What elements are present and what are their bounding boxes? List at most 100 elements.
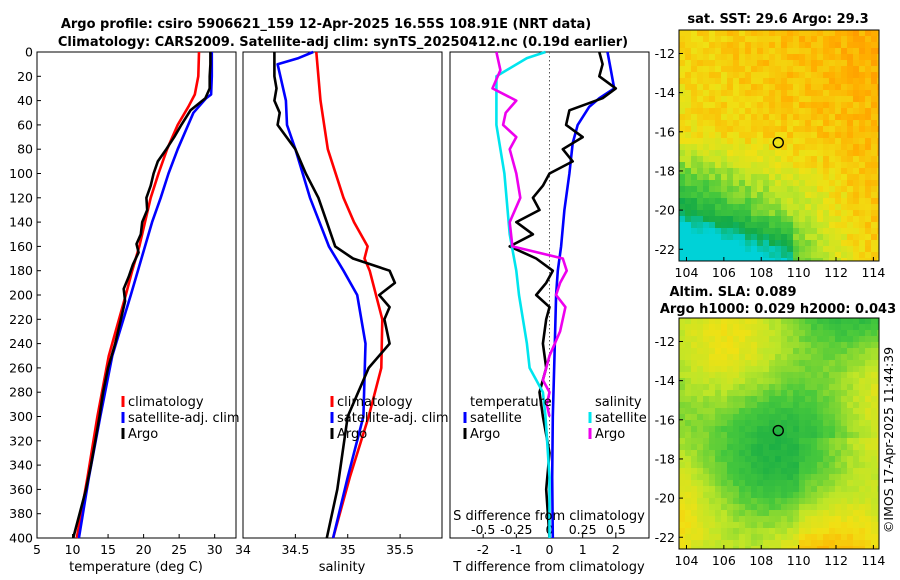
m1-cell	[799, 132, 805, 138]
m2-cell	[679, 420, 685, 426]
m1-cell	[715, 216, 721, 222]
m2-cell	[817, 378, 823, 384]
m2-cell	[787, 348, 793, 354]
m2-cell	[823, 546, 829, 549]
m1-cell	[691, 186, 697, 192]
figure-title-line1: Argo profile: csiro 5906621_159 12-Apr-2…	[61, 17, 591, 32]
m2-cell	[835, 540, 841, 546]
m2-cell	[841, 360, 847, 366]
m2-cell	[853, 348, 859, 354]
m1-cell	[835, 126, 841, 132]
m1-cell	[727, 240, 733, 246]
m1-cell	[871, 108, 877, 114]
m2-cell	[697, 474, 703, 480]
m2-cell	[781, 474, 787, 480]
m2-cell	[709, 372, 715, 378]
m1-cell	[691, 156, 697, 162]
m1-cell	[859, 78, 865, 84]
m1-cell	[715, 108, 721, 114]
m2-cell	[817, 366, 823, 372]
m1-cell	[817, 144, 823, 150]
m1-cell	[733, 42, 739, 48]
m2-cell	[721, 396, 727, 402]
m1-cell	[841, 150, 847, 156]
m2-cell	[757, 540, 763, 546]
m2-cell	[847, 546, 853, 549]
m2-cell	[697, 420, 703, 426]
m1-cell	[817, 156, 823, 162]
m2-cell	[733, 438, 739, 444]
m2-cell	[691, 342, 697, 348]
m1-cell	[769, 72, 775, 78]
m1-cell	[679, 240, 685, 246]
m1-cell	[805, 222, 811, 228]
m1-cell	[715, 102, 721, 108]
m1-cell	[739, 246, 745, 252]
m1-cell	[799, 72, 805, 78]
m2-cell	[829, 426, 835, 432]
m1-cell	[823, 144, 829, 150]
m1-cell	[769, 126, 775, 132]
m2-cell	[805, 402, 811, 408]
m1-cell	[853, 36, 859, 42]
m1-cell	[811, 144, 817, 150]
m1-cell	[829, 198, 835, 204]
m1-cell	[793, 228, 799, 234]
m2-cell	[823, 540, 829, 546]
m2-cell	[697, 402, 703, 408]
m1-cell	[853, 126, 859, 132]
m1-cell	[817, 102, 823, 108]
m2-cell	[745, 396, 751, 402]
m1-cell	[823, 90, 829, 96]
m1-cell	[841, 246, 847, 252]
m2-cell	[691, 480, 697, 486]
m2-cell	[751, 420, 757, 426]
m1-cell	[775, 114, 781, 120]
m1-cell	[757, 84, 763, 90]
m2-cell	[775, 468, 781, 474]
m1-cell	[685, 216, 691, 222]
m1-cell	[781, 48, 787, 54]
m2-cell	[811, 420, 817, 426]
m2-cell	[769, 450, 775, 456]
m1-cell	[733, 48, 739, 54]
m1-cell	[751, 204, 757, 210]
m1-cell	[793, 186, 799, 192]
m1-lon-label: 112	[824, 265, 848, 280]
m2-cell	[763, 486, 769, 492]
m2-cell	[721, 456, 727, 462]
m2-cell	[733, 390, 739, 396]
m2-cell	[757, 438, 763, 444]
m2-cell	[829, 510, 835, 516]
m2-cell	[829, 480, 835, 486]
m1-cell	[763, 162, 769, 168]
m1-cell	[775, 228, 781, 234]
m1-cell	[739, 258, 745, 261]
m2-cell	[805, 324, 811, 330]
m1-cell	[823, 108, 829, 114]
m2-cell	[817, 402, 823, 408]
m1-cell	[751, 36, 757, 42]
m2-cell	[805, 384, 811, 390]
m2-cell	[877, 348, 879, 354]
m2-cell	[727, 336, 733, 342]
m2-cell	[691, 390, 697, 396]
m1-cell	[799, 252, 805, 258]
m2-cell	[757, 546, 763, 549]
m1-cell	[787, 192, 793, 198]
m1-cell	[811, 78, 817, 84]
m1-cell	[721, 36, 727, 42]
m1-cell	[715, 162, 721, 168]
m2-cell	[811, 348, 817, 354]
m1-cell	[733, 222, 739, 228]
m1-cell	[799, 126, 805, 132]
m2-cell	[829, 522, 835, 528]
m2-cell	[751, 438, 757, 444]
m1-cell	[799, 186, 805, 192]
m1-cell	[733, 234, 739, 240]
m2-cell	[721, 462, 727, 468]
m2-cell	[691, 414, 697, 420]
m2-cell	[865, 546, 871, 549]
m1-cell	[835, 102, 841, 108]
m1-cell	[727, 174, 733, 180]
